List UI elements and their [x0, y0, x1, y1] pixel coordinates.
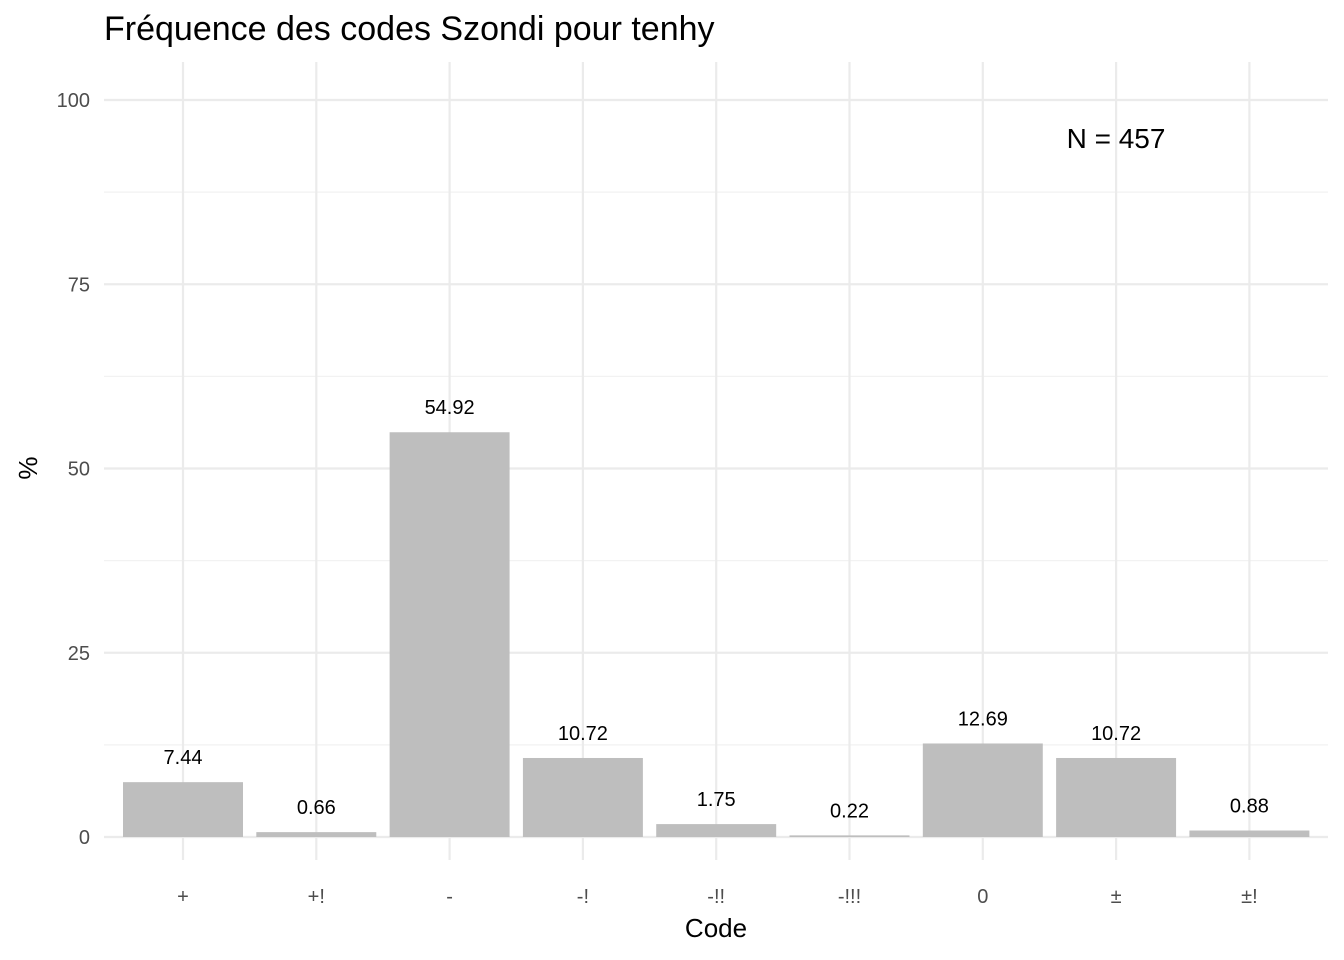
x-tick-label: ±!	[1241, 886, 1258, 908]
bar	[256, 832, 377, 837]
x-tick-label: +	[177, 886, 189, 908]
data-labels: 7.44 0.66 54.92 10.72 1.75 0.22 12.69 10.72 0.88	[164, 397, 1269, 822]
bar-value-label: 0.88	[1230, 796, 1269, 818]
sample-size-annotation: N = 457	[1067, 123, 1166, 154]
x-axis-tick-labels: + +! - -! -!! -!!! 0 ± ±!	[177, 886, 1258, 908]
bars	[123, 432, 1310, 837]
bar-value-label: 0.66	[297, 797, 336, 819]
x-tick-label: -!!	[707, 886, 725, 908]
bar-value-label: 0.22	[830, 800, 869, 822]
bar	[1189, 830, 1310, 837]
bar	[522, 757, 643, 837]
bar	[789, 835, 910, 837]
bar	[656, 824, 777, 837]
x-tick-label: -	[446, 886, 453, 908]
chart-title: Fréquence des codes Szondi pour tenhy	[104, 10, 715, 48]
y-axis-tick-labels: 0 25 50 75 100	[57, 90, 90, 849]
bar-value-label: 12.69	[958, 708, 1008, 730]
y-tick-label: 100	[57, 90, 90, 112]
bar	[123, 782, 243, 837]
bar	[1056, 757, 1177, 837]
y-tick-label: 75	[68, 274, 90, 296]
x-tick-label: -!!!	[838, 886, 861, 908]
bar-value-label: 10.72	[558, 723, 608, 745]
bar-value-label: 1.75	[697, 789, 736, 811]
y-tick-label: 0	[79, 827, 90, 849]
bar-value-label: 7.44	[164, 747, 203, 769]
bar	[389, 432, 510, 837]
bar-value-label: 10.72	[1091, 723, 1141, 745]
y-tick-label: 50	[68, 459, 90, 481]
x-tick-label: -!	[577, 886, 589, 908]
y-tick-label: 25	[68, 643, 90, 665]
bar-value-label: 54.92	[425, 397, 475, 419]
bar	[922, 743, 1043, 837]
x-tick-label: 0	[977, 886, 988, 908]
x-axis-title: Code	[685, 913, 747, 943]
x-tick-label: +!	[308, 886, 325, 908]
major-gridlines	[104, 62, 1328, 860]
x-tick-label: ±	[1111, 886, 1122, 908]
y-axis-title: %	[13, 456, 43, 479]
